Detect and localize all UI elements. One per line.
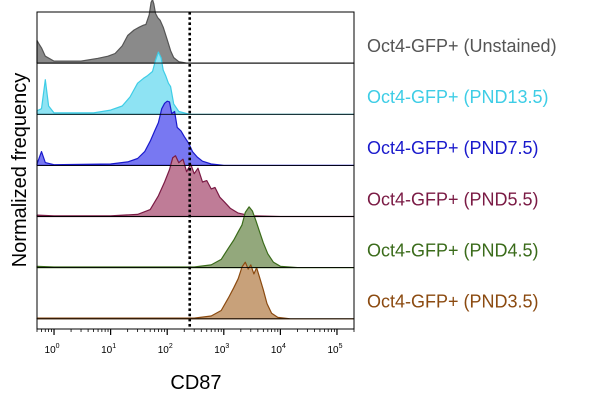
series-area-6 — [36, 261, 355, 320]
legend-entry-5: Oct4-GFP+ (PND4.5) — [367, 240, 539, 260]
x-tick-label: 100 — [45, 343, 60, 356]
x-tick-label: 105 — [327, 343, 342, 356]
x-axis: 100 101 102 103 104 105 — [36, 329, 355, 356]
legend-entry-4: Oct4-GFP+ (PND5.5) — [367, 189, 539, 209]
lane-5 — [37, 217, 354, 268]
plot-frame — [36, 11, 355, 330]
y-axis-label: Normalized frequency — [9, 73, 31, 268]
series-area-5 — [36, 206, 355, 269]
legend-entry-1: Oct4-GFP+ (Unstained) — [367, 36, 557, 56]
series-area-1 — [36, 0, 355, 64]
x-tick-label: 101 — [101, 343, 116, 356]
legend-entry-3: Oct4-GFP+ (PND7.5) — [367, 138, 539, 158]
legend: Oct4-GFP+ (Unstained) Oct4-GFP+ (PND13.5)… — [367, 36, 557, 312]
lane-2 — [37, 63, 354, 114]
series-area-3 — [36, 100, 355, 166]
series-area-2 — [36, 51, 355, 115]
legend-entry-6: Oct4-GFP+ (PND3.5) — [367, 292, 539, 312]
x-tick-label: 103 — [214, 343, 229, 356]
x-tick-label: 102 — [158, 343, 173, 356]
x-tick-label: 104 — [271, 343, 286, 356]
lane-1 — [37, 12, 354, 63]
x-axis-label: CD87 — [170, 372, 221, 394]
legend-entry-2: Oct4-GFP+ (PND13.5) — [367, 87, 549, 107]
plot-area — [36, 0, 355, 320]
lane-6 — [37, 268, 354, 319]
